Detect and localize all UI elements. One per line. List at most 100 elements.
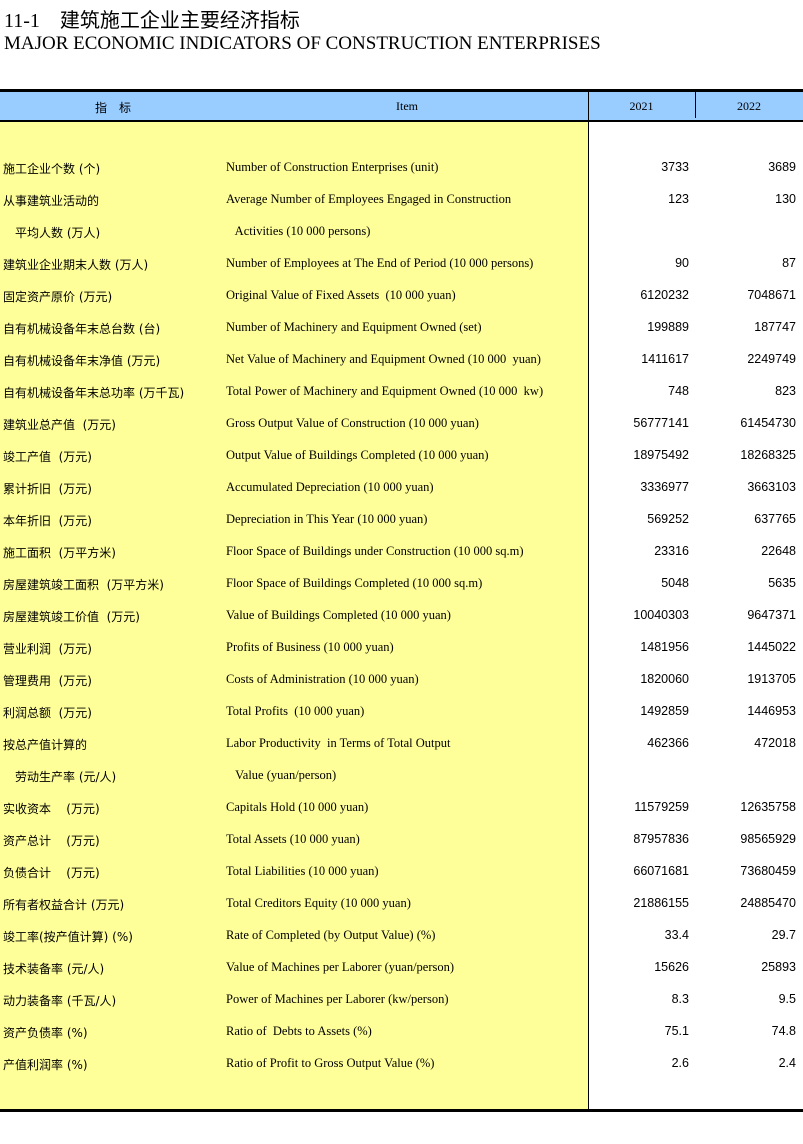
value-2022: 9.5 (778, 992, 796, 1006)
value-2021: 3336977 (640, 480, 689, 494)
table-row: 从事建筑业活动的 Average Number of Employees Enga… (0, 184, 803, 216)
value-2022: 3663103 (747, 480, 796, 494)
indicator-zh: 本年折旧 (万元) (3, 514, 92, 528)
indicator-zh: 所有者权益合计 (万元) (3, 898, 125, 912)
value-2021: 1492859 (640, 704, 689, 718)
value-2021: 18975492 (633, 448, 689, 462)
item-en: Original Value of Fixed Assets (10 000 y… (226, 288, 456, 302)
indicator-zh: 技术装备率 (元/人) (3, 962, 105, 976)
header-2021: 2021 (629, 99, 654, 113)
item-en: Depreciation in This Year (10 000 yuan) (226, 512, 428, 526)
value-2021: 56777141 (633, 416, 689, 430)
value-2022: 9647371 (747, 608, 796, 622)
table-row: 技术装备率 (元/人) Value of Machines per Laborer… (0, 952, 803, 984)
value-2022: 61454730 (740, 416, 796, 430)
value-2021: 1481956 (640, 640, 689, 654)
table-row: 自有机械设备年末总功率 (万千瓦) Total Power of Machiner… (0, 376, 803, 408)
indicator-zh: 平均人数 (万人) (3, 226, 101, 240)
item-en: Activities (10 000 persons) (226, 224, 371, 238)
value-2021: 462366 (647, 736, 689, 750)
item-en: Rate of Completed (by Output Value) (%) (226, 928, 436, 942)
table-row: 平均人数 (万人) Activities (10 000 persons) (0, 216, 803, 248)
value-2021: 199889 (647, 320, 689, 334)
item-en: Total Power of Machinery and Equipment O… (226, 384, 544, 398)
value-2021: 1411617 (641, 352, 689, 366)
value-2021: 2.6 (671, 1056, 689, 1070)
table-title-en: MAJOR ECONOMIC INDICATORS OF CONSTRUCTIO… (4, 33, 601, 54)
value-2022: 87 (782, 256, 796, 270)
value-2022: 98565929 (740, 832, 796, 846)
label-column-background (0, 119, 588, 1110)
item-en: Number of Construction Enterprises (unit… (226, 160, 439, 174)
indicator-zh: 自有机械设备年末总功率 (万千瓦) (3, 386, 185, 400)
indicator-zh: 施工面积 (万平方米) (3, 546, 116, 560)
indicator-zh: 资产总计 (万元) (3, 834, 100, 848)
item-en: Ratio of Debts to Assets (%) (226, 1024, 372, 1038)
item-en: Value of Machines per Laborer (yuan/pers… (226, 960, 455, 974)
table-title-zh: 11-1 建筑施工企业主要经济指标 (4, 10, 300, 32)
indicator-zh: 劳动生产率 (元/人) (3, 770, 117, 784)
value-2022: 130 (775, 192, 796, 206)
table-row: 房屋建筑竣工价值 (万元) Value of Buildings Complete… (0, 600, 803, 632)
value-2021: 87957836 (633, 832, 689, 846)
item-en: Total Assets (10 000 yuan) (226, 832, 360, 846)
value-2022: 2249749 (747, 352, 796, 366)
table-row: 累计折旧 (万元) Accumulated Depreciation (10 00… (0, 472, 803, 504)
indicator-zh: 建筑业总产值 (万元) (3, 418, 116, 432)
table-row: 建筑业企业期末人数 (万人) Number of Employees at The… (0, 248, 803, 280)
table-row: 建筑业总产值 (万元) Gross Output Value of Constru… (0, 408, 803, 440)
indicator-zh: 固定资产原价 (万元) (3, 290, 113, 304)
value-2021: 10040303 (633, 608, 689, 622)
table-row: 资产总计 (万元) Total Assets (10 000 yuan) 87957… (0, 824, 803, 856)
indicator-zh: 累计折旧 (万元) (3, 482, 92, 496)
indicator-zh: 从事建筑业活动的 (3, 194, 100, 208)
value-2021: 66071681 (633, 864, 689, 878)
table-row: 固定资产原价 (万元) Original Value of Fixed Asset… (0, 280, 803, 312)
value-2021: 33.4 (664, 928, 689, 942)
indicator-zh: 实收资本 (万元) (3, 802, 100, 816)
indicator-zh: 负债合计 (万元) (3, 866, 100, 880)
item-en: Value (yuan/person) (226, 768, 337, 782)
value-2021: 90 (675, 256, 689, 270)
header-indicator: 指 标 (94, 101, 131, 115)
value-2021: 569252 (647, 512, 689, 526)
item-en: Power of Machines per Laborer (kw/person… (226, 992, 449, 1006)
table-row: 实收资本 (万元) Capitals Hold (10 000 yuan) 1157… (0, 792, 803, 824)
value-2021: 23316 (654, 544, 689, 558)
item-en: Number of Machinery and Equipment Owned … (226, 320, 482, 334)
value-2022: 472018 (754, 736, 796, 750)
table-row: 房屋建筑竣工面积 (万平方米) Floor Space of Buildings … (0, 568, 803, 600)
value-2022: 74.8 (771, 1024, 796, 1038)
header-item: Item (396, 99, 418, 113)
item-en: Profits of Business (10 000 yuan) (226, 640, 394, 654)
value-2022: 1913705 (747, 672, 796, 686)
value-2021: 11579259 (634, 800, 689, 814)
indicator-zh: 房屋建筑竣工价值 (万元) (3, 610, 140, 624)
indicator-zh: 施工企业个数 (个) (3, 162, 101, 176)
value-2022: 29.7 (771, 928, 796, 942)
value-2022: 18268325 (740, 448, 796, 462)
indicator-zh: 按总产值计算的 (3, 738, 88, 752)
value-2021: 21886155 (633, 896, 689, 910)
item-en: Total Profits (10 000 yuan) (226, 704, 365, 718)
indicator-zh: 管理费用 (万元) (3, 674, 92, 688)
item-en: Ratio of Profit to Gross Output Value (%… (226, 1056, 435, 1070)
indicator-zh: 营业利润 (万元) (3, 642, 92, 656)
item-en: Total Creditors Equity (10 000 yuan) (226, 896, 411, 910)
item-en: Value of Buildings Completed (10 000 yua… (226, 608, 451, 622)
item-en: Costs of Administration (10 000 yuan) (226, 672, 419, 686)
table-row: 按总产值计算的 Labor Productivity in Terms of To… (0, 728, 803, 760)
value-2022: 22648 (761, 544, 796, 558)
table-row: 营业利润 (万元) Profits of Business (10 000 yua… (0, 632, 803, 664)
value-2022: 1445022 (747, 640, 796, 654)
value-2022: 73680459 (740, 864, 796, 878)
indicator-zh: 建筑业企业期末人数 (万人) (3, 258, 149, 272)
table-row: 竣工率(按产值计算) (%) Rate of Completed (by Outp… (0, 920, 803, 952)
value-2022: 12635758 (740, 800, 796, 814)
table-row: 利润总额 (万元) Total Profits (10 000 yuan) 1492… (0, 696, 803, 728)
indicator-zh: 竣工率(按产值计算) (%) (3, 930, 133, 944)
value-2021: 3733 (661, 160, 689, 174)
table-row: 自有机械设备年末总台数 (台) Number of Machinery and E… (0, 312, 803, 344)
item-en: Average Number of Employees Engaged in C… (226, 192, 512, 206)
indicator-zh: 竣工产值 (万元) (3, 450, 92, 464)
